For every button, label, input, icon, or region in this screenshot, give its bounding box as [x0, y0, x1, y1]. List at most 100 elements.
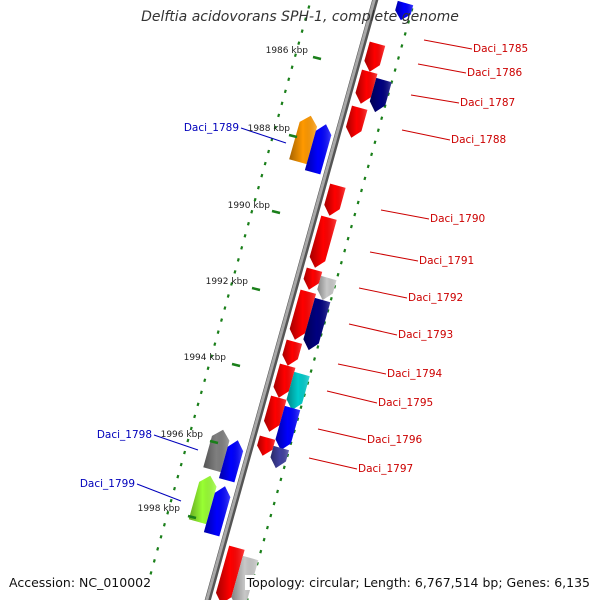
- tick-mark-inner: [206, 366, 210, 371]
- tick-mark-outer: [276, 489, 280, 494]
- tick-mark-outer: [262, 537, 266, 542]
- gene-daci-1790-shading: [324, 183, 346, 216]
- kbp-markers: 1986 kbp 1988 kbp 1990 kbp 1992 kbp 1994 kbp…: [138, 46, 322, 520]
- gene-bottom-red-shading: [216, 545, 245, 600]
- tick-mark-outer: [255, 561, 259, 566]
- gene-daci-1791-shading: [309, 215, 337, 268]
- leader-line: [326, 390, 378, 404]
- tick-mark-inner: [196, 402, 200, 407]
- gene-daci-1787-shading: [369, 77, 392, 113]
- gene-label-daci-1797: Daci_1797: [358, 463, 413, 475]
- gene-daci-1793-a-shading: [289, 289, 316, 340]
- tick-mark-outer: [323, 321, 327, 325]
- kbp-label: 1998 kbp: [138, 504, 181, 514]
- tick-mark-inner: [186, 438, 190, 443]
- tick-mark-inner: [173, 486, 176, 491]
- gene-label-daci-1794: Daci_1794: [387, 368, 443, 380]
- leader-line: [401, 129, 451, 141]
- tick-mark-inner: [216, 330, 220, 334]
- gene-label-daci-1791: Daci_1791: [419, 255, 474, 267]
- kbp-label: 1988 kbp: [248, 124, 291, 134]
- tick-mark-outer: [279, 477, 283, 482]
- tick-mark-outer: [265, 525, 269, 530]
- gene-label-daci-1790: Daci_1790: [430, 213, 485, 225]
- gene-daci-1796-shading: [275, 405, 301, 451]
- tick-mark-inner: [189, 426, 193, 431]
- tick-mark-inner: [236, 258, 240, 262]
- tick-mark-inner: [226, 294, 230, 298]
- tick-mark-inner: [277, 113, 281, 118]
- gene-label-daci-1792: Daci_1792: [408, 292, 463, 304]
- tick-mark-outer: [309, 369, 313, 373]
- tick-mark-inner: [149, 571, 153, 575]
- tick-mark-inner: [240, 246, 244, 250]
- tick-mark-outer: [326, 309, 330, 313]
- gene-features: [188, 0, 414, 600]
- tick-mark-outer: [370, 152, 374, 157]
- gene-label-daci-1788: Daci_1788: [451, 134, 506, 146]
- tick-mark-inner: [287, 77, 291, 82]
- tick-mark-outer: [380, 116, 384, 121]
- leader-line: [348, 323, 398, 336]
- tick-mark-inner: [290, 65, 294, 70]
- tick-mark-inner: [176, 474, 180, 479]
- tick-mark-inner: [179, 462, 183, 467]
- kbp-tick: [312, 55, 322, 61]
- tick-mark-outer: [356, 200, 360, 205]
- gene-daci-1788-shading: [346, 105, 368, 138]
- tick-mark-inner: [256, 185, 260, 190]
- genome-backbone: [204, 0, 379, 600]
- kbp-tick: [271, 209, 281, 215]
- gene-label-daci-1798: Daci_1798: [97, 429, 152, 441]
- tick-mark-outer: [316, 345, 320, 349]
- kbp-label: 1994 kbp: [184, 353, 227, 363]
- leader-line: [240, 127, 287, 144]
- tick-mark-outer: [349, 224, 353, 229]
- topology-text: Topology: circular; Length: 6,767,514 bp…: [244, 575, 592, 590]
- tick-mark-inner: [243, 233, 247, 238]
- tick-mark-outer: [407, 20, 411, 24]
- tick-mark-inner: [223, 306, 227, 310]
- tick-mark-outer: [346, 236, 350, 241]
- tick-mark-outer: [343, 248, 347, 253]
- gene-daci-1789-shading: [304, 124, 332, 175]
- gene-daci-1785-shading: [364, 41, 386, 72]
- backbone-line: [205, 0, 376, 600]
- leader-line: [369, 251, 419, 262]
- tick-mark-inner: [213, 342, 217, 347]
- gene-daci-1792-a-shading: [303, 267, 323, 290]
- gene-daci-1793-shading: [303, 297, 331, 351]
- tick-mark-outer: [312, 357, 316, 361]
- kbp-label: 1990 kbp: [228, 201, 271, 211]
- tick-mark-outer: [360, 188, 364, 193]
- leader-line: [308, 457, 358, 470]
- map-title: Delftia acidovorans SPH-1, complete geno…: [141, 9, 459, 25]
- kbp-tick: [187, 514, 197, 520]
- gene-daci-1799-lime-shading: [188, 475, 217, 525]
- kbp-label: 1992 kbp: [206, 277, 249, 287]
- kbp-label: 1996 kbp: [161, 430, 204, 440]
- tick-mark-outer: [336, 272, 340, 277]
- leader-line: [423, 39, 473, 50]
- gene-daci-1786-shading: [355, 69, 378, 104]
- accession-text: Accession: NC_010002: [7, 575, 154, 590]
- tick-mark-inner: [307, 5, 311, 9]
- tick-mark-outer: [296, 417, 300, 422]
- gene-label-daci-1799: Daci_1799: [80, 478, 135, 490]
- kbp-tick: [231, 362, 241, 368]
- tick-mark-outer: [289, 441, 293, 446]
- gene-label-daci-1789: Daci_1789: [184, 122, 239, 134]
- tick-mark-outer: [366, 164, 370, 169]
- leader-line: [410, 94, 460, 104]
- tick-mark-inner: [183, 450, 187, 455]
- tick-mark-inner: [209, 354, 213, 359]
- gene-label-daci-1796: Daci_1796: [367, 434, 423, 446]
- tick-mark-outer: [269, 513, 273, 518]
- gene-daci-1792-shading: [317, 275, 337, 301]
- tick-mark-outer: [353, 212, 357, 217]
- kbp-label: 1986 kbp: [266, 46, 309, 56]
- tick-mark-inner: [193, 414, 197, 419]
- tick-mark-inner: [297, 41, 301, 46]
- tick-mark-inner: [273, 125, 277, 130]
- tick-mark-outer: [390, 80, 394, 84]
